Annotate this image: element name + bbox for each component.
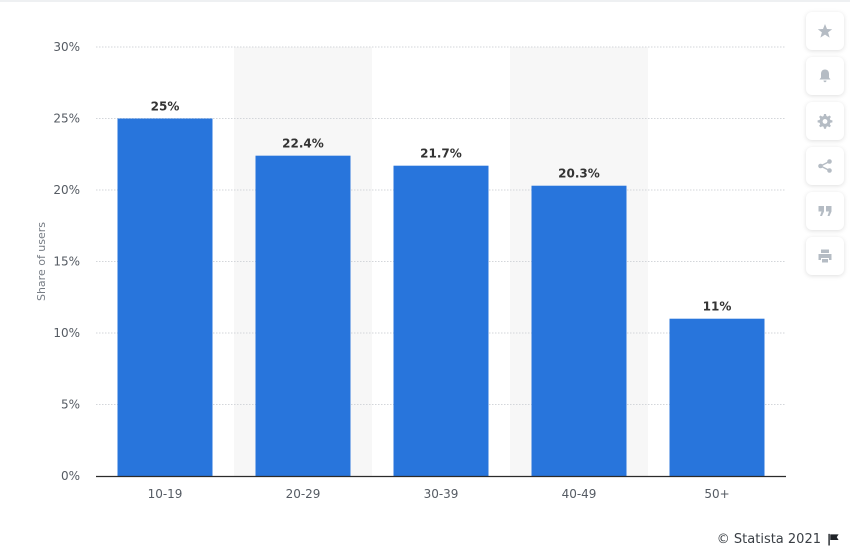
gear-icon xyxy=(817,114,833,129)
share-button[interactable] xyxy=(806,147,844,185)
favorite-button[interactable] xyxy=(806,12,844,50)
bar xyxy=(117,118,213,476)
x-tick-label: 10-19 xyxy=(148,487,183,501)
data-label: 21.7% xyxy=(420,147,462,161)
x-tick-label: 50+ xyxy=(704,487,729,501)
data-label: 11% xyxy=(703,300,732,314)
statista-credit[interactable]: © Statista 2021 xyxy=(717,532,840,547)
data-label: 25% xyxy=(151,100,180,114)
quote-icon xyxy=(818,206,832,216)
print-button[interactable] xyxy=(806,237,844,275)
bar xyxy=(393,165,489,476)
top-border xyxy=(0,0,850,2)
settings-button[interactable] xyxy=(806,102,844,140)
x-tick-label: 20-29 xyxy=(286,487,321,501)
star-icon xyxy=(817,24,833,38)
y-tick-label: 25% xyxy=(53,112,80,126)
flag-icon xyxy=(828,533,839,546)
y-tick-label: 0% xyxy=(61,469,80,483)
print-icon xyxy=(818,249,832,263)
y-tick-label: 10% xyxy=(53,326,80,340)
y-axis-label: Share of users xyxy=(35,222,48,301)
bell-icon xyxy=(819,69,831,83)
x-tick-label: 30-39 xyxy=(424,487,459,501)
y-tick-label: 5% xyxy=(61,398,80,412)
bar xyxy=(255,155,351,476)
cite-button[interactable] xyxy=(806,192,844,230)
x-tick-label: 40-49 xyxy=(562,487,597,501)
share-icon xyxy=(818,159,832,173)
bar xyxy=(531,185,627,476)
y-tick-label: 20% xyxy=(53,183,80,197)
chart-toolbar xyxy=(806,12,846,275)
data-label: 20.3% xyxy=(558,167,600,181)
y-tick-label: 30% xyxy=(53,40,80,54)
bar xyxy=(669,318,765,476)
notification-button[interactable] xyxy=(806,57,844,95)
y-tick-label: 15% xyxy=(53,255,80,269)
credit-text: © Statista 2021 xyxy=(716,532,821,547)
data-label: 22.4% xyxy=(282,137,324,151)
